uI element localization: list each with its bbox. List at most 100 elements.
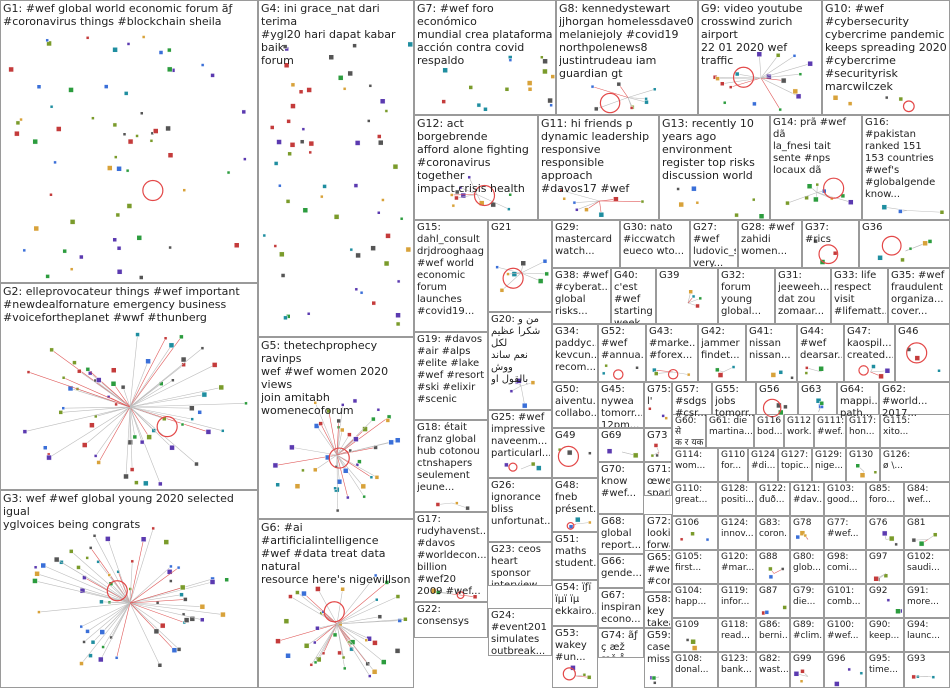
network-node (798, 72, 803, 76)
self-loop-ring (823, 177, 845, 199)
network-node (116, 570, 120, 574)
network-node (800, 669, 805, 674)
network-node (648, 407, 652, 411)
group-label: G120: #mar... (721, 552, 754, 573)
network-edge (56, 559, 131, 604)
group-cell-g41: G41: nissan nissan... (746, 324, 797, 382)
group-network-graph (770, 370, 794, 380)
group-cell-g27: G27: #wef ludovic_su... very... (690, 220, 738, 268)
group-cell-g86: G86: berni... (756, 618, 790, 652)
network-node (79, 254, 84, 260)
network-node (96, 560, 100, 564)
network-node (691, 294, 696, 299)
group-label: G32: forum young global... (721, 270, 762, 317)
network-node (653, 681, 657, 685)
network-node (116, 166, 122, 172)
network-node (127, 439, 133, 446)
network-node (37, 610, 41, 614)
network-node (114, 155, 118, 159)
group-label: G19: #davos #air #alps #elite #lake #wef… (417, 334, 485, 405)
network-edge (129, 347, 203, 408)
network-edge (336, 454, 365, 497)
group-network-graph (590, 81, 657, 114)
group-cell-g118: G118: read... (718, 618, 756, 652)
network-node (932, 532, 938, 537)
network-node (337, 650, 342, 656)
network-node (105, 536, 111, 542)
network-node (79, 661, 84, 666)
network-node (49, 347, 54, 353)
group-cell-g54: G54: ïƒï ïµï ïµ ekkairo... (552, 580, 598, 626)
group-cell-g12: G12: act borgebrende afford alone fighti… (414, 115, 538, 220)
group-network-graph (32, 526, 229, 668)
network-node (937, 369, 941, 373)
network-node (68, 87, 74, 93)
network-node (322, 184, 327, 189)
group-label: G91: more... (907, 586, 939, 607)
group-cell-g94: G94: launc... (904, 618, 950, 652)
group-cell-g121: G121: #dav... (790, 482, 824, 516)
network-node (881, 530, 888, 537)
group-cell-g114: G114: wom... (672, 448, 718, 482)
self-loop-ring (557, 445, 580, 467)
network-node (507, 207, 511, 211)
group-label: G89: #clim... (793, 620, 822, 641)
network-node (394, 648, 401, 654)
network-node (335, 508, 340, 513)
group-network-graph (562, 665, 592, 681)
network-node (218, 384, 225, 391)
network-node (290, 82, 296, 88)
network-edge (43, 565, 131, 604)
group-network-graph (855, 463, 878, 478)
self-loop-ring (566, 521, 575, 530)
self-loop-ring (613, 369, 624, 380)
network-node (120, 384, 126, 390)
self-loop-ring (328, 447, 350, 469)
network-node (770, 372, 777, 378)
network-node (136, 235, 143, 241)
network-node (407, 41, 413, 48)
network-node (644, 99, 649, 105)
network-node (181, 612, 186, 617)
group-label: G74: ãƒ ç æž æš å š... (601, 630, 638, 657)
network-edge (759, 54, 762, 79)
network-edge (81, 602, 131, 664)
network-node (362, 494, 366, 499)
self-loop-ring (667, 368, 679, 380)
group-cell-g104: G104: happ... (672, 584, 718, 618)
group-cell-g19: G19: #davos #air #alps #elite #lake #wef… (414, 332, 488, 420)
network-node (467, 175, 471, 180)
network-edge (129, 336, 182, 408)
network-node (508, 58, 513, 62)
network-node (200, 617, 205, 623)
group-cell-g1: G1: #wef global world economic forum ãƒ … (0, 0, 258, 283)
network-node (166, 66, 173, 73)
network-node (336, 418, 341, 424)
network-node (722, 100, 727, 105)
network-node (341, 403, 345, 407)
network-edge (129, 406, 150, 438)
group-network-graph (687, 289, 703, 309)
network-node (194, 461, 199, 467)
network-node (381, 198, 385, 202)
network-node (888, 535, 895, 542)
network-node (575, 208, 579, 212)
network-node (377, 211, 381, 215)
network-node (790, 376, 794, 380)
network-node (126, 203, 133, 209)
network-node (33, 565, 38, 570)
group-cell-g90: G90: keep... (866, 618, 904, 652)
network-node (354, 287, 359, 292)
network-node (792, 88, 799, 95)
network-node (900, 257, 905, 263)
self-loop-ring (599, 92, 621, 114)
network-node (298, 89, 304, 95)
network-node (301, 468, 305, 473)
network-node (278, 183, 282, 188)
group-network-graph (509, 378, 536, 409)
network-node (62, 248, 67, 254)
network-edge (599, 200, 643, 202)
network-node (288, 594, 293, 599)
network-node (530, 461, 536, 467)
group-network-graph (886, 598, 903, 614)
